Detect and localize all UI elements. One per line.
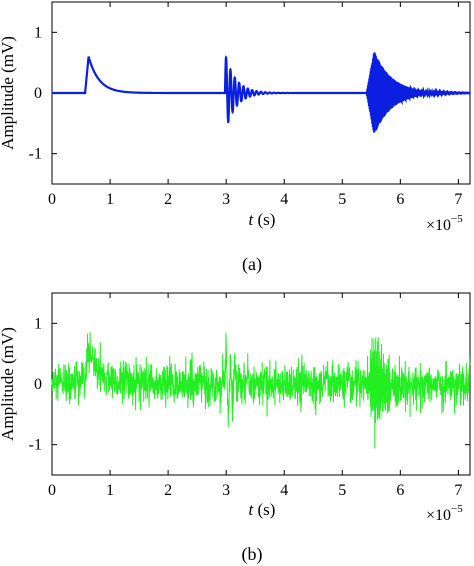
x-tick-label-b: 3 — [222, 482, 230, 499]
x-tick-label-b: 0 — [48, 482, 56, 499]
x-tick-label-b: 5 — [338, 482, 346, 499]
y-tick-label-a: 0 — [34, 85, 42, 102]
signal-line-a — [52, 52, 471, 133]
caption-b: (b) — [242, 544, 263, 565]
panel-a: 0 1 2 3 4 5 6 7-101 Amplitude (mV) t (s) ×10−5 … — [0, 1, 471, 275]
x-axis-label-b: t (s) — [249, 500, 276, 519]
x-tick-label-a: 4 — [280, 191, 288, 208]
panel-b: 0 1 2 3 4 5 6 7-101 Amplitude (mV) t (s) ×10−5 … — [0, 292, 471, 565]
x-tick-label-a: 1 — [106, 191, 114, 208]
x-tick-label-b: 7 — [454, 482, 462, 499]
x-tick-label-b: 4 — [280, 482, 288, 499]
x-tick-label-a: 5 — [338, 191, 346, 208]
y-tick-label-a: -1 — [29, 146, 42, 163]
y-tick-label-a: 1 — [34, 24, 42, 41]
x-tick-label-b: 1 — [106, 482, 114, 499]
x-tick-label-a: 6 — [396, 191, 404, 208]
x-exponent-b: ×10−5 — [426, 503, 463, 524]
x-exponent-a: ×10−5 — [426, 213, 463, 234]
caption-a: (a) — [242, 254, 262, 275]
signal-line-b — [51, 331, 471, 449]
x-axis-label-a: t (s) — [249, 210, 276, 229]
y-axis-label-b: Amplitude (mV) — [0, 327, 17, 441]
x-tick-label-a: 3 — [222, 191, 230, 208]
y-tick-label-b: 0 — [34, 376, 42, 393]
x-tick-label-b: 6 — [396, 482, 404, 499]
x-tick-label-b: 2 — [164, 482, 172, 499]
axis-ticks-b: 0 1 2 3 4 5 6 7 -1 0 1 — [29, 293, 470, 499]
y-tick-label-b: -1 — [29, 437, 42, 454]
axis-ticks-a: 0 1 2 3 4 5 6 7 -1 0 1 — [29, 2, 470, 208]
x-tick-label-a: 7 — [454, 191, 462, 208]
y-axis-label-a: Amplitude (mV) — [0, 36, 17, 150]
x-tick-label-a: 2 — [164, 191, 172, 208]
y-tick-label-b: 1 — [34, 315, 42, 332]
x-tick-label-a: 0 — [48, 191, 56, 208]
